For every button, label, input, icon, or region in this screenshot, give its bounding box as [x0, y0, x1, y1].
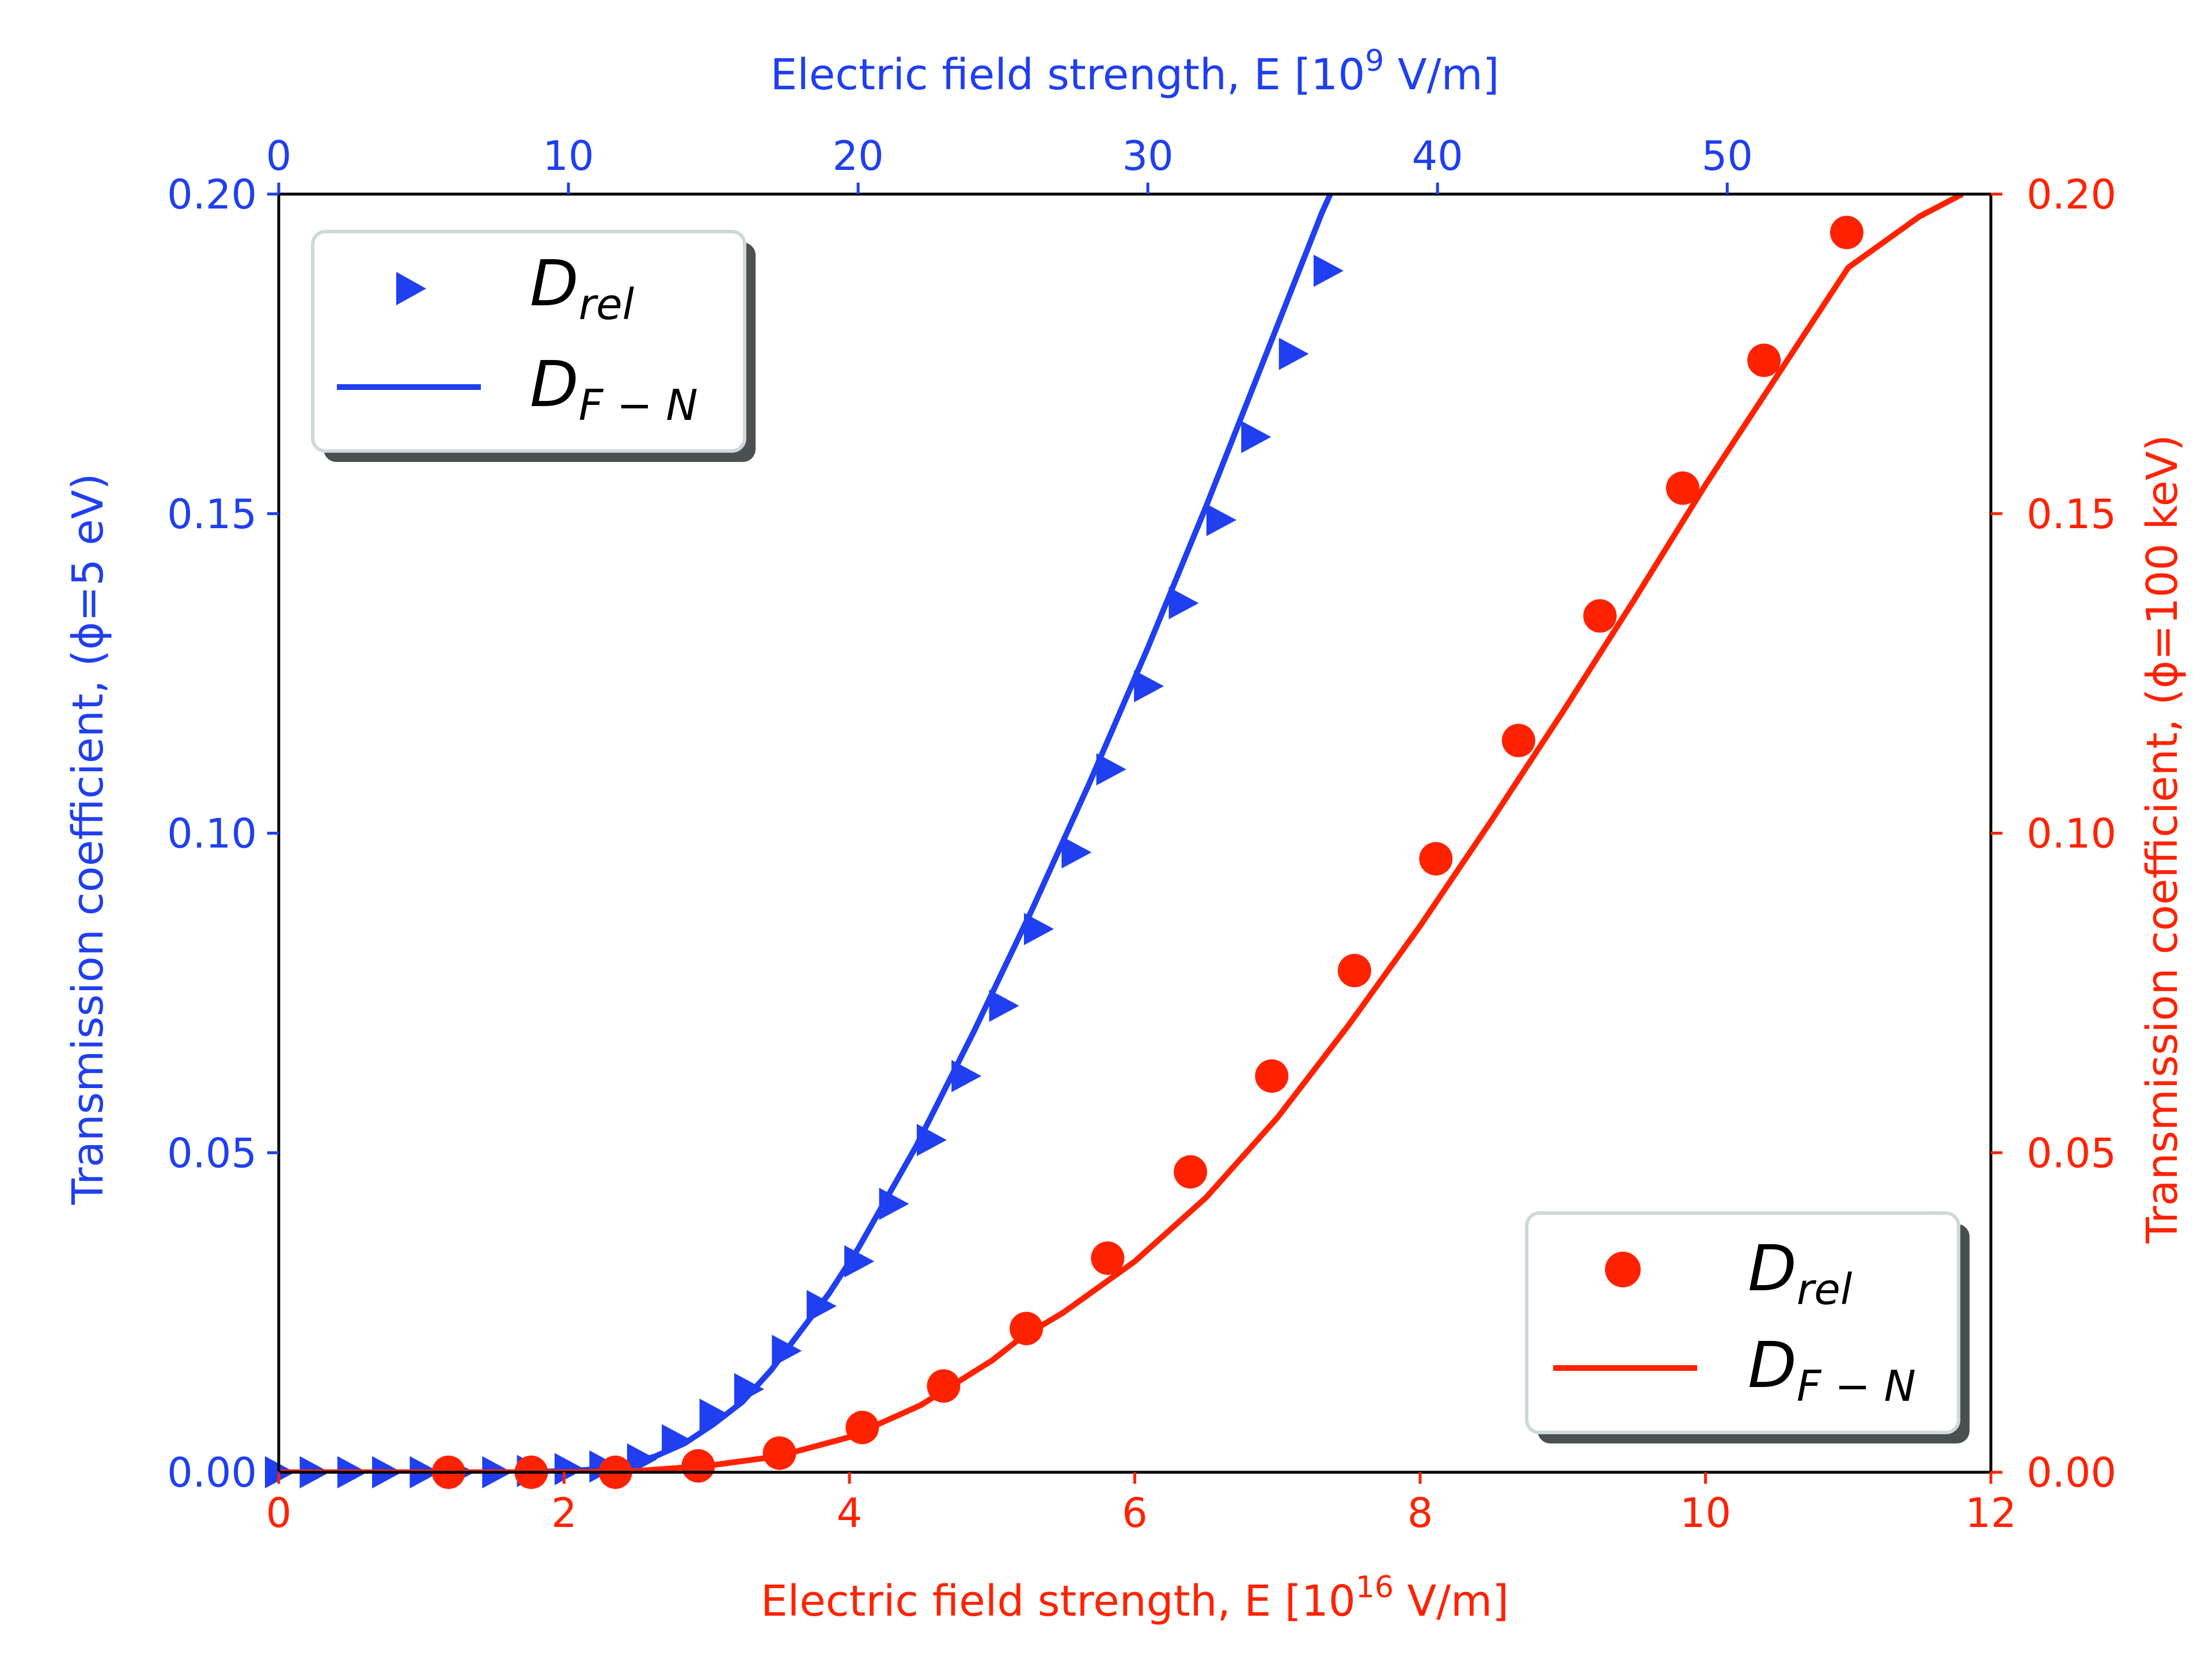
y-left-tick-label: 0.10: [167, 810, 257, 858]
circle-marker: [1091, 1241, 1125, 1275]
y-axis-right-title: Transmission coefficient, (ϕ=100 keV): [2138, 434, 2187, 1244]
axes: 0 2 4 6 8 10 12 0 10 20 30 40 50 0.00 0.05 0.10 0.15 0.20…: [167, 132, 2116, 1537]
circle-marker: [1665, 471, 1699, 505]
x-bottom-tick-label: 2: [551, 1490, 577, 1537]
x-bottom-tick-label: 12: [1965, 1490, 2016, 1537]
x-axis-top-title-exp: 9: [1365, 44, 1384, 78]
y-right-tick-label: 0.05: [2027, 1130, 2116, 1177]
x-top-tick-label: 0: [266, 132, 292, 180]
legend-upper-left: Drel DF − N: [311, 230, 756, 462]
y-left-tick-label: 0.05: [167, 1130, 257, 1177]
legend-label-rel: Drel: [1748, 1231, 1853, 1314]
x-bottom-tick-label: 0: [266, 1490, 292, 1537]
triangle-marker: [951, 1060, 982, 1093]
x-top-tick-label: 10: [543, 132, 594, 180]
y-right-tick-label: 0.15: [2027, 491, 2116, 538]
x-axis-bottom-title: Electric field strength, E [1016 V/m]: [761, 1570, 1509, 1626]
y-left-tick-label: 0.00: [167, 1449, 257, 1496]
triangle-marker: [1241, 420, 1272, 453]
x-bottom-tick-label: 6: [1122, 1490, 1148, 1537]
y-axis-left-title: Transmission coefficient, (ϕ=5 eV): [63, 473, 113, 1206]
y-left-tick-label: 0.20: [167, 171, 257, 218]
circle-marker: [1255, 1059, 1289, 1093]
circle-marker: [1747, 343, 1781, 377]
x-axis-top-title: Electric field strength, E [109 V/m]: [770, 44, 1499, 100]
x-top-tick-label: 40: [1412, 132, 1463, 180]
y-right-tick-label: 0.10: [2027, 810, 2116, 858]
circle-marker: [1419, 842, 1453, 876]
circle-marker: [1174, 1155, 1208, 1189]
legend-label-fn: DF − N: [530, 347, 698, 430]
y-left-tick-label: 0.15: [167, 491, 257, 538]
triangle-marker: [1168, 587, 1199, 620]
x-bottom-tick-label: 10: [1680, 1490, 1731, 1537]
circle-marker: [1583, 599, 1617, 633]
triangle-marker: [1314, 255, 1344, 287]
legend-triangle-marker: [396, 272, 426, 305]
y-right-tick-label: 0.20: [2027, 171, 2116, 218]
triangle-marker: [1024, 912, 1054, 945]
triangle-marker: [1134, 670, 1164, 703]
triangle-marker: [1206, 503, 1236, 536]
x-axis-bottom-title-exp: 16: [1356, 1570, 1394, 1605]
legend-label-fn: DF − N: [1748, 1328, 1916, 1411]
legend-lower-right: Drel DF − N: [1525, 1211, 1970, 1443]
plot-area: [265, 194, 1964, 1489]
x-top-tick-label: 50: [1702, 132, 1753, 180]
x-bottom-tick-label: 4: [837, 1490, 863, 1537]
x-top-tick-label: 30: [1122, 132, 1174, 180]
triangle-marker: [989, 990, 1019, 1022]
triangle-marker: [699, 1399, 730, 1431]
x-bottom-tick-label: 8: [1407, 1490, 1433, 1537]
circle-marker: [1338, 954, 1371, 987]
legend-circle-marker: [1605, 1252, 1641, 1287]
triangle-marker: [1096, 753, 1126, 786]
circle-marker: [1501, 723, 1535, 757]
triangle-marker: [734, 1373, 764, 1405]
series-line: [279, 194, 1964, 1472]
triangle-marker: [1278, 338, 1309, 370]
y-right-tick-label: 0.00: [2027, 1449, 2116, 1496]
circle-marker: [1830, 215, 1864, 249]
triangle-marker: [1061, 836, 1092, 869]
x-top-tick-label: 20: [833, 132, 884, 180]
legend-label-rel: Drel: [530, 247, 635, 329]
